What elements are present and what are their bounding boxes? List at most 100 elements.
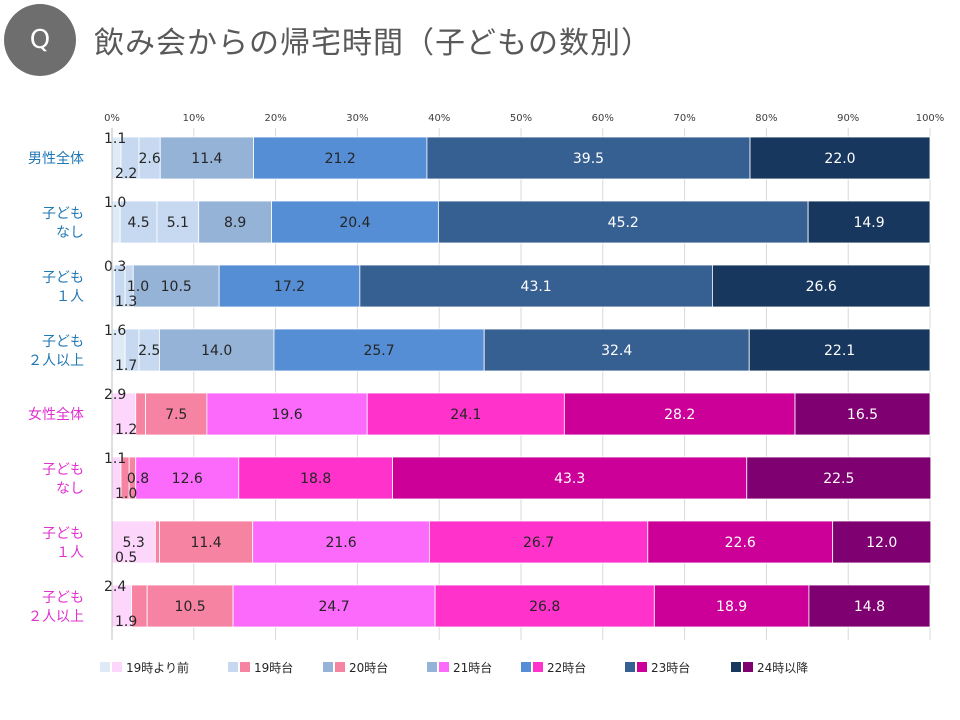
bar-segment [232, 584, 436, 628]
data-label: 1.3 [115, 294, 137, 310]
category-label: 子ども [42, 590, 84, 606]
data-label: 14.9 [853, 215, 884, 231]
data-label: 21.6 [325, 535, 356, 551]
bar-segment [159, 136, 254, 180]
data-label: 26.7 [523, 535, 554, 551]
legend-swatch-female [637, 662, 647, 672]
bar-segment [135, 456, 240, 500]
legend-swatch-female [743, 662, 753, 672]
category-label: 子ども [42, 206, 84, 222]
bar-segment [653, 584, 810, 628]
legend-swatch-female [240, 662, 250, 672]
data-label: 11.4 [191, 151, 222, 167]
bar-segment [156, 200, 200, 244]
data-label: 11.4 [190, 535, 221, 551]
data-label: 18.9 [716, 599, 747, 615]
data-label: 25.7 [363, 343, 394, 359]
data-label: 21.2 [325, 151, 356, 167]
data-label: 1.0 [127, 279, 149, 295]
bar-segment [807, 200, 931, 244]
data-label: 2.5 [138, 343, 160, 359]
data-label: 19.6 [271, 407, 302, 423]
legend-label: 19時台 [254, 660, 293, 675]
data-label: 26.8 [529, 599, 560, 615]
bar-segment [748, 328, 931, 372]
category-label: 子ども [42, 462, 84, 478]
category-label: なし [56, 481, 84, 497]
data-label: 43.3 [554, 471, 585, 487]
data-label: 0.8 [127, 471, 149, 487]
x-tick-label: 90% [837, 113, 859, 124]
bar-segment [271, 200, 439, 244]
data-label: 24.1 [450, 407, 481, 423]
bar-segment [437, 200, 809, 244]
bar-segment [712, 264, 931, 308]
bar-segment [749, 136, 931, 180]
legend-swatch-male [521, 662, 531, 672]
bar-segment [252, 520, 430, 564]
bar-segment [428, 520, 649, 564]
bar-segment [647, 520, 834, 564]
data-label: 43.1 [521, 279, 552, 295]
data-label: 2.2 [115, 166, 137, 182]
legend-swatch-male [228, 662, 238, 672]
bar-segment [159, 328, 275, 372]
legend-label: 22時台 [547, 660, 586, 675]
legend-swatch-female [112, 662, 122, 672]
legend-swatch-female [439, 662, 449, 672]
data-label: 0.5 [115, 550, 137, 566]
bar-segment [218, 264, 361, 308]
data-label: 32.4 [601, 343, 632, 359]
data-label: 20.4 [339, 215, 370, 231]
data-label: 8.9 [224, 215, 246, 231]
data-label: 0.3 [104, 259, 126, 275]
bar-segment [794, 392, 931, 436]
data-label: 28.2 [664, 407, 695, 423]
data-label: 1.1 [104, 131, 126, 147]
bar-segment [426, 136, 751, 180]
x-tick-label: 100% [916, 113, 945, 124]
data-label: 22.0 [824, 151, 855, 167]
data-label: 17.2 [274, 279, 305, 295]
data-label: 1.0 [115, 486, 137, 502]
data-label: 1.0 [104, 195, 126, 211]
bar-segment [238, 456, 393, 500]
category-label: 子ども [42, 334, 84, 350]
data-label: 5.3 [123, 535, 145, 551]
bar-segment [359, 264, 713, 308]
bar-segment [273, 328, 485, 372]
data-label: 1.7 [115, 358, 137, 374]
data-label: 2.9 [104, 387, 126, 403]
category-label: １人 [56, 545, 84, 561]
bar-segment [111, 520, 156, 564]
data-label: 16.5 [847, 407, 878, 423]
x-tick-label: 80% [755, 113, 777, 124]
data-label: 1.1 [104, 451, 126, 467]
legend-swatch-female [533, 662, 543, 672]
bar-segment [434, 584, 655, 628]
legend-label: 20時台 [349, 660, 388, 675]
legend-swatch-male [100, 662, 110, 672]
data-label: 1.6 [104, 323, 126, 339]
data-label: 1.2 [115, 422, 137, 438]
x-tick-label: 60% [592, 113, 614, 124]
bar-segment [146, 584, 234, 628]
bar-segment [119, 200, 158, 244]
legend-label: 23時台 [651, 660, 690, 675]
legend-swatch-male [625, 662, 635, 672]
data-label: 18.8 [300, 471, 331, 487]
data-label: 22.5 [823, 471, 854, 487]
x-tick-label: 0% [104, 113, 120, 124]
page-title: 飲み会からの帰宅時間（子どもの数別） [94, 26, 652, 61]
data-label: 12.0 [866, 535, 897, 551]
bar-segment [832, 520, 932, 564]
bar-segment [808, 584, 931, 628]
bar-segment [746, 456, 932, 500]
data-label: 2.6 [138, 151, 160, 167]
data-label: 22.1 [824, 343, 855, 359]
category-label: なし [56, 225, 84, 241]
x-tick-label: 40% [428, 113, 450, 124]
category-label: ２人以上 [28, 353, 84, 369]
data-label: 14.0 [201, 343, 232, 359]
